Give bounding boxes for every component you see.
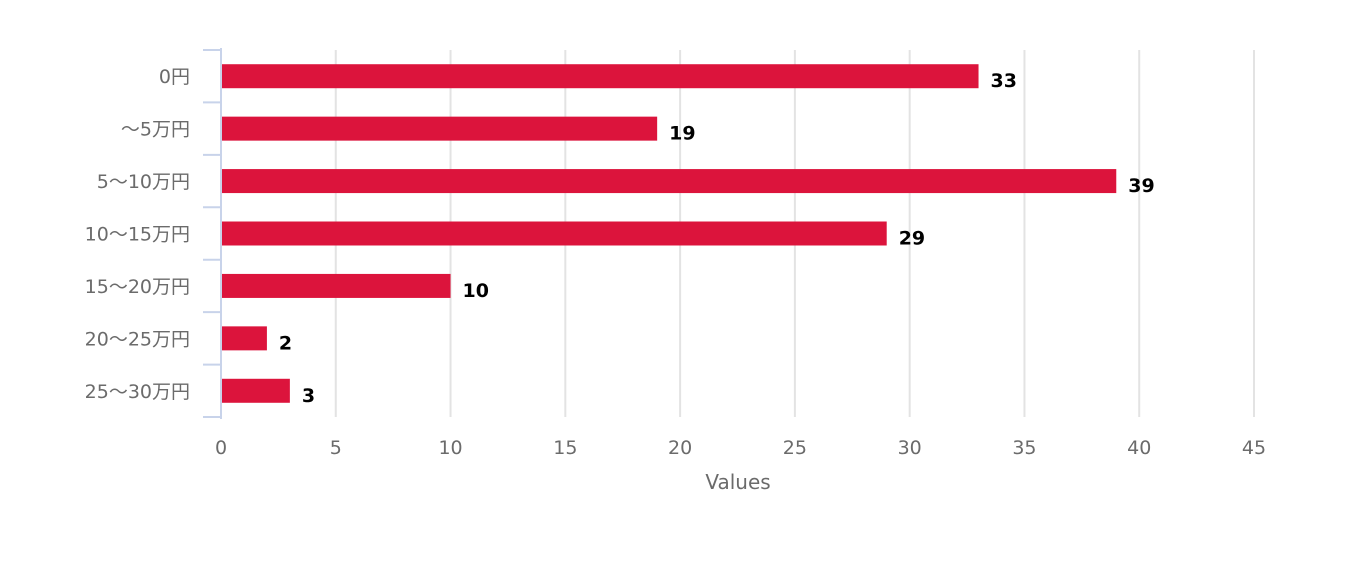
data-label: 19: [669, 123, 695, 145]
y-category-label: 15〜20万円: [85, 276, 190, 298]
x-tick-label: 30: [898, 437, 922, 459]
data-label: 3: [302, 385, 315, 407]
bar: [222, 221, 887, 246]
x-tick-label: 10: [438, 437, 462, 459]
x-tick-label: 40: [1127, 437, 1151, 459]
bar: [222, 378, 290, 403]
bar: [222, 116, 658, 141]
y-category-label: 5〜10万円: [97, 171, 190, 193]
x-tick-label: 35: [1012, 437, 1036, 459]
x-tick-label: 25: [783, 437, 807, 459]
bar: [222, 64, 979, 89]
bar: [222, 169, 1117, 194]
x-tick-label: 0: [215, 437, 227, 459]
y-category-label: 20〜25万円: [85, 328, 190, 350]
x-tick-label: 5: [330, 437, 342, 459]
y-category-label: 〜5万円: [121, 119, 190, 141]
x-tick-label: 15: [553, 437, 577, 459]
x-tick-label: 20: [668, 437, 692, 459]
data-label: 39: [1128, 175, 1154, 197]
data-label: 29: [899, 228, 925, 250]
bar: [222, 326, 267, 351]
y-category-label: 10〜15万円: [85, 224, 190, 246]
y-category-label: 25〜30万円: [85, 381, 190, 403]
y-category-label: 0円: [159, 66, 190, 88]
x-tick-label: 45: [1242, 437, 1266, 459]
labels: 0 5 10 15 20 25 30 35 40 45 0円 33 〜5万円 19 5〜10万円 39 10〜1…: [85, 66, 1266, 459]
x-axis-title: Values: [705, 470, 770, 494]
bars: [222, 64, 1117, 403]
data-label: 2: [279, 332, 292, 354]
y-axis: [203, 48, 222, 419]
bar: [222, 273, 451, 298]
data-label: 33: [991, 70, 1017, 92]
data-label: 10: [463, 280, 489, 302]
